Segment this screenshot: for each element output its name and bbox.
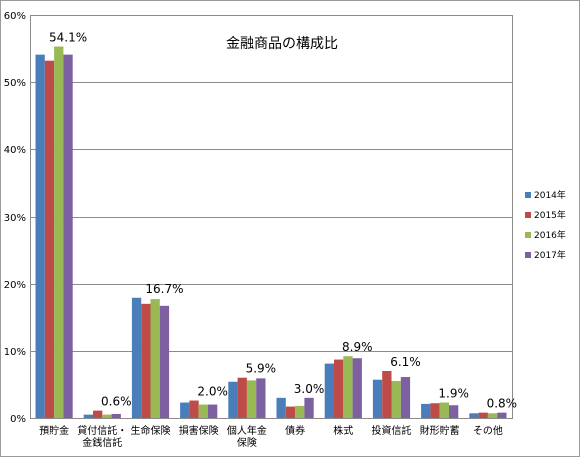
legend-swatch xyxy=(525,212,531,218)
chart-title: 金融商品の構成比 xyxy=(226,36,338,52)
bar-2016年-3 xyxy=(198,404,208,418)
bar-2017年-9 xyxy=(497,412,507,418)
bar-2014年-5 xyxy=(276,397,286,418)
y-tick-label: 60% xyxy=(4,11,26,22)
data-label: 54.1% xyxy=(49,31,87,45)
x-tick-label: 損害保険 xyxy=(179,424,219,437)
bar-2016年-7 xyxy=(391,381,401,418)
x-tick-label: 債券 xyxy=(285,424,305,437)
bar-2014年-9 xyxy=(469,413,479,418)
data-label: 0.8% xyxy=(487,397,518,411)
bar-2015年-3 xyxy=(189,400,199,418)
data-label: 2.0% xyxy=(197,385,228,399)
data-label: 8.9% xyxy=(342,340,373,354)
bar-2014年-4 xyxy=(228,381,238,418)
bar-2016年-9 xyxy=(487,413,498,418)
legend-label: 2015年 xyxy=(534,209,566,221)
bar-2014年-2 xyxy=(131,297,142,418)
x-tick-label: 株式 xyxy=(333,424,353,437)
y-tick-label: 50% xyxy=(4,78,26,89)
data-label: 3.0% xyxy=(294,382,325,396)
bar-2017年-3 xyxy=(208,404,218,418)
bar-2015年-2 xyxy=(141,303,151,418)
data-label: 16.7% xyxy=(145,282,183,296)
y-tick-label: 0% xyxy=(10,414,26,425)
data-label: 0.6% xyxy=(101,395,132,409)
x-tick-label: 貸付信託・ xyxy=(77,424,127,437)
data-label: 5.9% xyxy=(246,362,277,376)
x-tick-label: 金銭信託 xyxy=(82,436,122,449)
bar-2015年-1 xyxy=(93,410,103,418)
bar-2015年-4 xyxy=(237,377,247,418)
x-tick-label: 保険 xyxy=(237,436,257,449)
bar-2017年-6 xyxy=(352,358,362,418)
bar-2015年-9 xyxy=(478,412,488,418)
legend-swatch xyxy=(525,252,531,258)
bar-2015年-8 xyxy=(430,403,440,418)
bar-2017年-5 xyxy=(304,397,314,418)
legend-label: 2014年 xyxy=(534,189,566,201)
bar-2014年-6 xyxy=(324,363,334,418)
y-tick-label: 40% xyxy=(4,145,26,156)
x-tick-label: 預貯金 xyxy=(39,424,69,437)
x-tick-label: 個人年金 xyxy=(227,424,267,437)
bar-2015年-6 xyxy=(334,359,344,418)
bar-2017年-4 xyxy=(256,378,266,418)
x-tick-label: 投資信託 xyxy=(372,424,412,437)
y-tick-label: 10% xyxy=(4,347,26,358)
x-tick-label: その他 xyxy=(473,424,503,437)
bar-2016年-4 xyxy=(246,380,257,418)
bar-2014年-3 xyxy=(180,402,190,418)
bar-2016年-0 xyxy=(54,46,64,418)
bar-2015年-7 xyxy=(382,370,392,418)
bar-2016年-2 xyxy=(150,299,160,418)
bar-2015年-0 xyxy=(44,60,55,419)
bar-2014年-0 xyxy=(35,54,45,418)
bar-2015年-5 xyxy=(285,406,296,418)
bar-2016年-5 xyxy=(295,405,305,418)
bar-2017年-7 xyxy=(400,377,411,418)
bar-2014年-7 xyxy=(372,379,383,418)
plot-area xyxy=(30,15,513,419)
bar-2016年-8 xyxy=(439,402,449,418)
bar-2017年-2 xyxy=(159,305,170,418)
bar-2017年-0 xyxy=(63,54,73,418)
data-label: 6.1% xyxy=(390,355,421,369)
bar-2014年-8 xyxy=(421,403,431,418)
legend-swatch xyxy=(525,232,531,238)
bar-2017年-1 xyxy=(111,413,121,418)
data-label: 1.9% xyxy=(438,387,469,401)
bar-2017年-8 xyxy=(449,405,459,418)
y-tick-label: 30% xyxy=(4,213,26,224)
legend-swatch xyxy=(525,192,531,198)
bar-2016年-6 xyxy=(343,356,353,418)
x-tick-label: 生命保険 xyxy=(131,424,171,437)
bar-2016年-1 xyxy=(102,414,112,418)
bar-2014年-1 xyxy=(83,414,93,418)
x-tick-label: 財形貯蓄 xyxy=(420,424,460,437)
legend-label: 2016年 xyxy=(534,229,566,241)
legend-label: 2017年 xyxy=(534,249,566,261)
y-tick-label: 20% xyxy=(4,280,26,291)
